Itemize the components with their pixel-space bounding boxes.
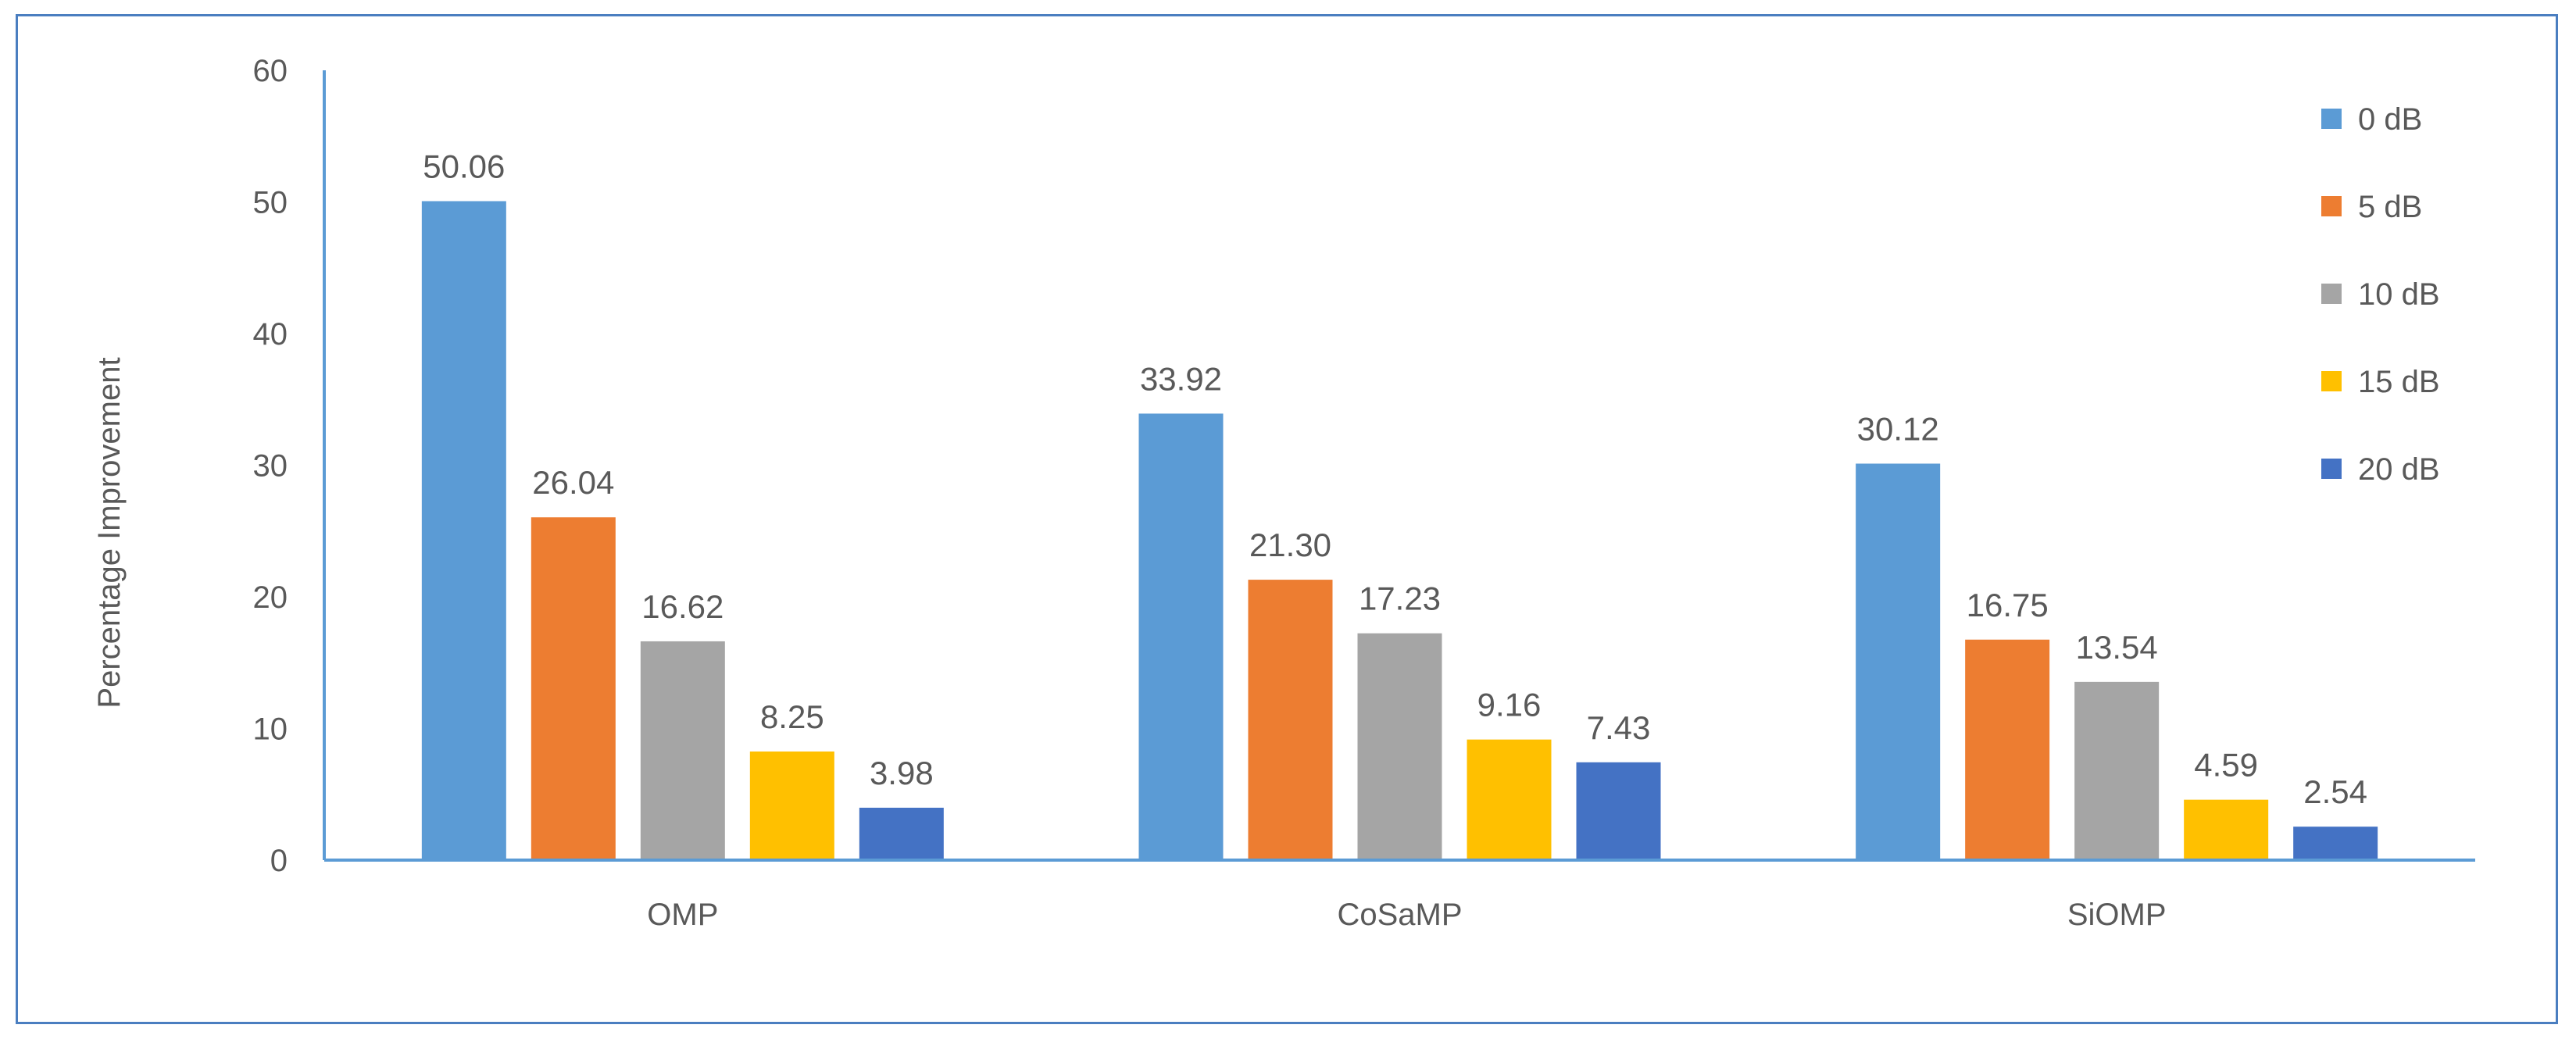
bar-siomp-20db <box>2293 827 2378 860</box>
legend-label: 10 dB <box>2358 277 2440 312</box>
bar-cosamp-0db <box>1138 413 1224 860</box>
data-label: 3.98 <box>870 755 934 791</box>
legend-swatch <box>2321 371 2342 391</box>
data-label: 26.04 <box>532 464 614 501</box>
data-label: 30.12 <box>1857 410 1939 447</box>
bar-omp-20db <box>859 807 944 860</box>
bar-cosamp-5db <box>1248 580 1333 860</box>
legend-swatch <box>2321 459 2342 479</box>
x-tick-label: CoSaMP <box>1337 898 1462 932</box>
y-axis-ticks: 0 10 20 30 40 50 60 <box>253 54 288 878</box>
data-label: 16.75 <box>1967 587 2049 623</box>
legend-label: 0 dB <box>2358 102 2422 137</box>
bar-chart: 0 10 20 30 40 50 60 50.06 26.04 16.62 8.25 3.98 33.… <box>92 54 2475 932</box>
bar-siomp-10db <box>2074 681 2160 860</box>
data-label: 16.62 <box>641 588 723 625</box>
bar-siomp-0db <box>1856 463 1941 860</box>
bar-omp-10db <box>640 641 725 860</box>
bar-omp-15db <box>749 751 834 860</box>
bar-cosamp-10db <box>1357 633 1442 860</box>
legend-label: 15 dB <box>2358 365 2440 399</box>
data-label: 50.06 <box>423 148 505 184</box>
data-label: 4.59 <box>2194 747 2258 784</box>
x-axis-ticks: OMP CoSaMP SiOMP <box>647 898 2166 932</box>
data-label: 7.43 <box>1587 709 1651 746</box>
y-tick-label: 0 <box>270 844 288 878</box>
y-tick-label: 30 <box>253 449 288 484</box>
y-tick-label: 50 <box>253 186 288 220</box>
data-label: 2.54 <box>2303 773 2367 810</box>
data-label: 21.30 <box>1249 527 1331 563</box>
y-tick-label: 20 <box>253 580 288 615</box>
data-label: 8.25 <box>760 698 824 735</box>
bar-siomp-15db <box>2184 799 2269 860</box>
legend: 0 dB 5 dB 10 dB 15 dB 20 dB <box>2321 102 2440 487</box>
bar-omp-0db <box>421 201 506 860</box>
data-label: 17.23 <box>1359 580 1441 617</box>
legend-swatch <box>2321 196 2342 216</box>
y-tick-label: 40 <box>253 317 288 352</box>
legend-label: 20 dB <box>2358 452 2440 487</box>
axes <box>323 70 2475 862</box>
data-label: 9.16 <box>1477 687 1542 723</box>
data-labels: 50.06 26.04 16.62 8.25 3.98 33.92 21.30 17.23 9.… <box>423 148 2367 810</box>
x-tick-label: SiOMP <box>2067 898 2167 932</box>
y-axis-label: Percentage Improvement <box>92 357 127 708</box>
bars <box>421 201 2378 860</box>
data-label: 33.92 <box>1140 360 1222 397</box>
bar-omp-5db <box>531 517 616 860</box>
y-tick-label: 60 <box>253 54 288 88</box>
bar-siomp-5db <box>1965 639 2050 860</box>
y-tick-label: 10 <box>253 712 288 747</box>
legend-label: 5 dB <box>2358 190 2422 224</box>
chart-frame: 0 10 20 30 40 50 60 50.06 26.04 16.62 8.25 3.98 33.… <box>16 14 2558 1024</box>
x-tick-label: OMP <box>647 898 718 932</box>
bar-cosamp-15db <box>1467 739 1552 860</box>
data-label: 13.54 <box>2076 629 2158 666</box>
legend-swatch <box>2321 284 2342 304</box>
legend-swatch <box>2321 109 2342 129</box>
bar-cosamp-20db <box>1576 762 1661 860</box>
